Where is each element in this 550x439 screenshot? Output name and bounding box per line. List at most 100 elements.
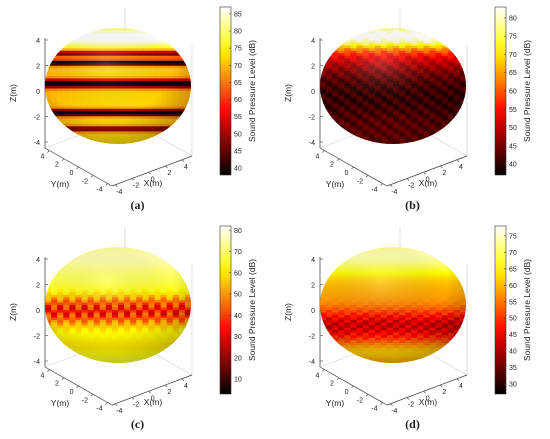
surface-cell <box>160 33 168 37</box>
surface-cell <box>459 269 466 273</box>
surface-cell <box>57 257 64 261</box>
surface-cell <box>45 131 52 135</box>
surface-cell <box>178 252 186 256</box>
surface-cell <box>338 133 345 138</box>
surface-cell <box>320 53 327 57</box>
surface-cell <box>45 136 52 140</box>
surface-cell <box>184 340 191 344</box>
surface-cell <box>320 45 327 49</box>
surface-cell <box>453 267 461 271</box>
surface-cell <box>453 138 461 143</box>
surface-cell <box>45 50 52 54</box>
surface-cell <box>326 355 333 359</box>
surface-cell <box>75 252 83 256</box>
surface-cell <box>45 264 52 268</box>
x-tick <box>131 178 135 181</box>
sphere-shading <box>320 247 466 363</box>
surface-cell <box>332 347 339 351</box>
surface-cell <box>69 30 77 34</box>
surface-cell <box>184 30 191 34</box>
surface-cell <box>326 121 333 125</box>
surface-cell <box>447 126 455 130</box>
z-tick-label: 2 <box>36 283 40 290</box>
surface-cell <box>51 133 58 138</box>
surface-cell <box>447 352 455 357</box>
surface-cell <box>441 35 449 39</box>
surface-cell <box>184 345 191 349</box>
surface-cell <box>320 118 327 122</box>
surface-cell <box>69 249 77 253</box>
surface-cell <box>423 141 431 144</box>
surface-cell <box>178 118 186 122</box>
colorbar-tick-label: 85 <box>234 11 242 18</box>
surface-cell <box>178 355 186 359</box>
surface-cell <box>459 111 466 115</box>
surface-cell <box>57 133 64 138</box>
surface-cell <box>172 133 180 138</box>
surface-cell <box>350 247 358 251</box>
x-axis-line <box>111 374 193 406</box>
surface-cell <box>51 350 58 354</box>
surface-cell <box>350 249 358 253</box>
colorbar-tick-label: 65 <box>234 80 242 87</box>
surface-cell <box>45 40 52 44</box>
surface-cell <box>447 131 455 135</box>
surface-cell <box>320 138 327 143</box>
surface-cell <box>441 347 449 351</box>
caption-d: (d) <box>405 417 420 431</box>
surface-cell <box>63 360 70 363</box>
colorbar-tick-label: 40 <box>509 349 517 356</box>
colorbar-tick-label: 75 <box>509 233 517 240</box>
surface-cell <box>344 247 352 251</box>
surface-cell <box>45 330 52 334</box>
surface-cell <box>326 118 333 122</box>
x-tick-label: 4 <box>184 383 188 390</box>
surface-cell <box>423 357 431 362</box>
surface-cell <box>435 247 443 251</box>
surface-cell <box>178 337 186 341</box>
x-tick-label: -2 <box>408 402 414 409</box>
colorbar-tick-label: 45 <box>509 332 517 339</box>
surface-cell <box>166 133 174 138</box>
surface-cell <box>326 131 333 135</box>
surface-cell <box>51 136 58 140</box>
surface-cell <box>45 259 52 263</box>
surface-cell <box>338 352 345 357</box>
z-axis-label: Z(m) <box>283 84 293 102</box>
surface-cell <box>166 257 174 261</box>
surface-cell <box>423 360 431 363</box>
surface-cell <box>459 350 466 354</box>
surface-cell <box>320 247 327 251</box>
surface-cell <box>160 360 168 363</box>
chart-panel-a: -4 -2 0 2 4 Z(m) 4 2 0 -2 -4 Y(m) -4 -2 0 2 4 X(m) 40 45 50 5… <box>0 0 275 219</box>
surface-cell <box>453 141 461 144</box>
surface-cell <box>184 249 191 253</box>
surface-cell <box>459 113 466 117</box>
colorbar-tick-label: 80 <box>234 228 242 235</box>
colorbar-tick-label: 40 <box>234 166 242 173</box>
surface-cell <box>453 350 461 354</box>
surface-plot-svg: -4-2024Z(m)420-2-4Y(m)-4-2024X(m)4045505… <box>8 6 257 196</box>
colorbar-tick-label: 65 <box>509 266 517 273</box>
surface-cell <box>320 43 327 47</box>
surface-cell <box>447 133 455 138</box>
surface-cell <box>459 249 466 253</box>
surface-cell <box>45 121 52 125</box>
surface-cell <box>172 45 180 49</box>
surface-cell <box>154 33 162 37</box>
surface-cell <box>57 136 64 140</box>
surface-cell <box>184 269 191 273</box>
surface-cell <box>184 257 191 261</box>
surface-cell <box>45 58 52 62</box>
surface-cell <box>447 45 455 49</box>
surface-cell <box>160 247 168 251</box>
surface-cell <box>142 360 150 363</box>
surface-cell <box>453 118 461 122</box>
surface-cell <box>45 118 52 122</box>
surface-cell <box>453 357 461 362</box>
surface-cell <box>172 38 180 42</box>
surface-cell <box>326 352 333 357</box>
surface-cell <box>459 254 466 258</box>
surface-cell <box>362 247 370 251</box>
surface-cell <box>178 45 186 49</box>
